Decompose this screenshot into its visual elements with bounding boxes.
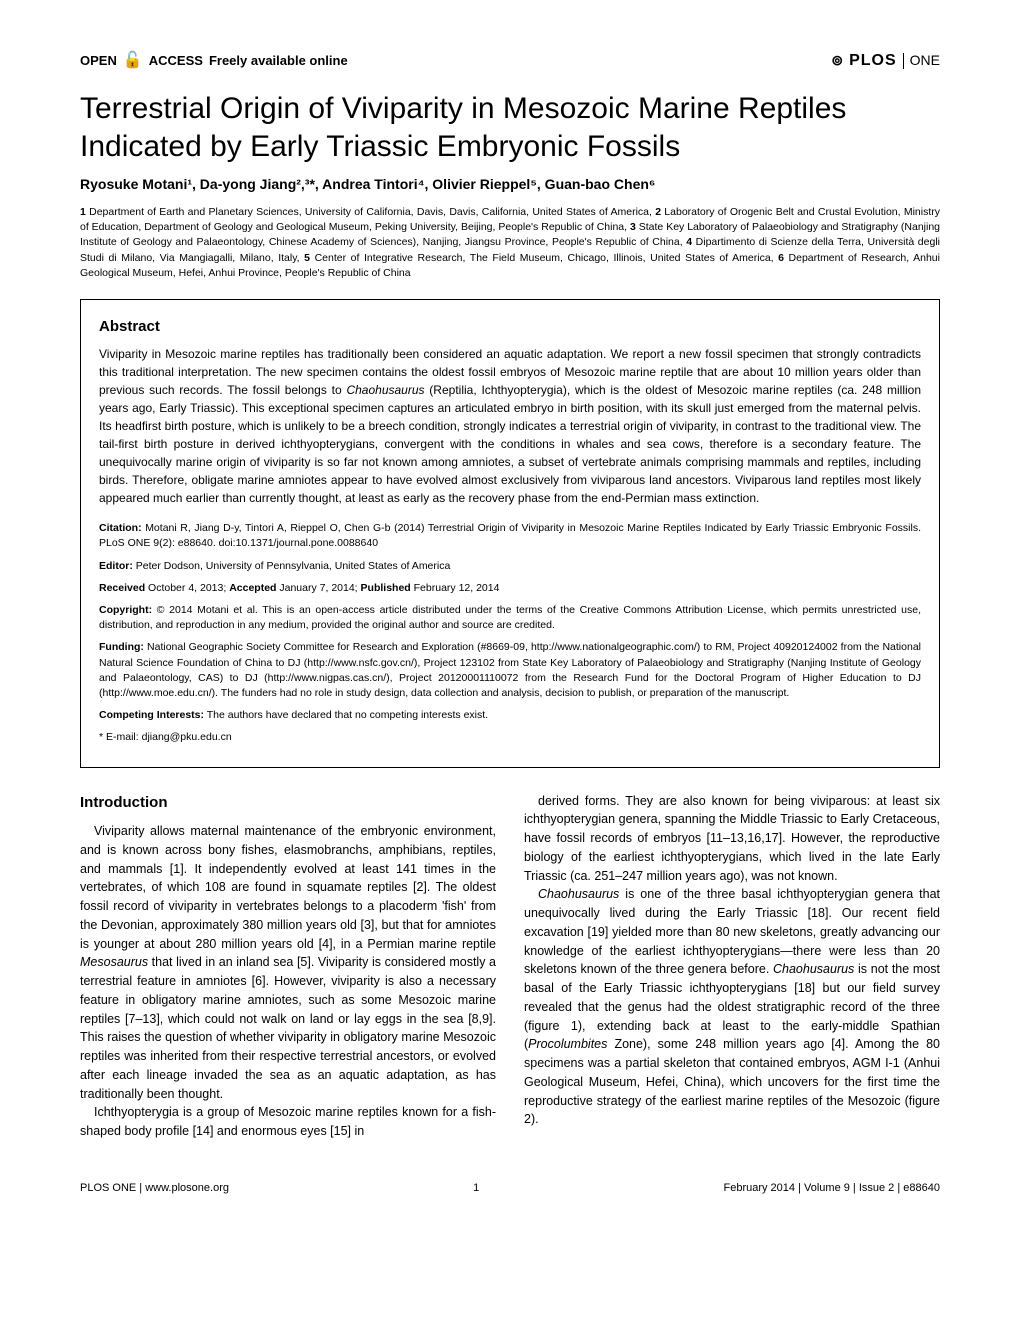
open-access-tagline: Freely available online: [209, 52, 348, 70]
page-root: OPEN 🔓 ACCESS Freely available online ⊚ …: [0, 0, 1020, 1236]
page-footer: PLOS ONE | www.plosone.org 1 February 20…: [80, 1181, 940, 1196]
published-date: February 12, 2014: [414, 582, 500, 594]
editor-text: Peter Dodson, University of Pennsylvania…: [136, 560, 451, 572]
copyright-block: Copyright: © 2014 Motani et al. This is …: [99, 603, 921, 633]
unlock-icon: 🔓: [123, 50, 143, 72]
published-label: Published: [361, 582, 411, 594]
competing-block: Competing Interests: The authors have de…: [99, 708, 921, 723]
logo-divider: [903, 53, 904, 69]
received-date: October 4, 2013;: [148, 582, 226, 594]
copyright-label: Copyright:: [99, 604, 152, 616]
email-block: * E-mail: djiang@pku.edu.cn: [99, 730, 921, 745]
plos-circle-icon: ⊚: [831, 51, 843, 71]
accepted-label: Accepted: [229, 582, 276, 594]
abstract-text: Viviparity in Mesozoic marine reptiles h…: [99, 345, 921, 507]
intro-heading: Introduction: [80, 792, 496, 815]
email-text: djiang@pku.edu.cn: [142, 731, 232, 743]
accepted-date: January 7, 2014;: [279, 582, 357, 594]
footer-right: February 2014 | Volume 9 | Issue 2 | e88…: [723, 1181, 940, 1196]
citation-label: Citation:: [99, 522, 142, 534]
affiliations: 1 Department of Earth and Planetary Scie…: [80, 205, 940, 281]
body-columns: Introduction Viviparity allows maternal …: [80, 792, 940, 1141]
top-bar: OPEN 🔓 ACCESS Freely available online ⊚ …: [80, 50, 940, 72]
right-column: derived forms. They are also known for b…: [524, 792, 940, 1141]
footer-page-number: 1: [473, 1181, 479, 1196]
intro-para-4: Chaohusaurus is one of the three basal i…: [524, 885, 940, 1129]
email-label: * E-mail:: [99, 731, 139, 743]
plos-text: PLOS: [849, 50, 897, 72]
citation-text: Motani R, Jiang D-y, Tintori A, Rieppel …: [99, 522, 921, 549]
open-access-badge: OPEN 🔓 ACCESS Freely available online: [80, 50, 348, 72]
competing-label: Competing Interests:: [99, 709, 204, 721]
intro-para-3: derived forms. They are also known for b…: [524, 792, 940, 886]
editor-label: Editor:: [99, 560, 133, 572]
journal-logo: ⊚ PLOS ONE: [831, 50, 940, 72]
competing-text: The authors have declared that no compet…: [207, 709, 488, 721]
footer-left: PLOS ONE | www.plosone.org: [80, 1181, 229, 1196]
authors-line: Ryosuke Motani¹, Da-yong Jiang²,³*, Andr…: [80, 175, 940, 195]
left-column: Introduction Viviparity allows maternal …: [80, 792, 496, 1141]
abstract-box: Abstract Viviparity in Mesozoic marine r…: [80, 299, 940, 768]
dates-block: Received October 4, 2013; Accepted Janua…: [99, 581, 921, 596]
abstract-heading: Abstract: [99, 316, 921, 337]
intro-para-2: Ichthyopterygia is a group of Mesozoic m…: [80, 1103, 496, 1141]
editor-block: Editor: Peter Dodson, University of Penn…: [99, 559, 921, 574]
open-access-suffix: ACCESS: [149, 52, 203, 70]
one-text: ONE: [910, 51, 940, 71]
funding-block: Funding: National Geographic Society Com…: [99, 640, 921, 701]
funding-text: National Geographic Society Committee fo…: [99, 641, 921, 699]
citation-block: Citation: Motani R, Jiang D-y, Tintori A…: [99, 521, 921, 551]
copyright-text: © 2014 Motani et al. This is an open-acc…: [99, 604, 921, 631]
received-label: Received: [99, 582, 145, 594]
funding-label: Funding:: [99, 641, 144, 653]
intro-para-1: Viviparity allows maternal maintenance o…: [80, 822, 496, 1103]
article-title: Terrestrial Origin of Viviparity in Meso…: [80, 90, 940, 165]
open-access-prefix: OPEN: [80, 52, 117, 70]
